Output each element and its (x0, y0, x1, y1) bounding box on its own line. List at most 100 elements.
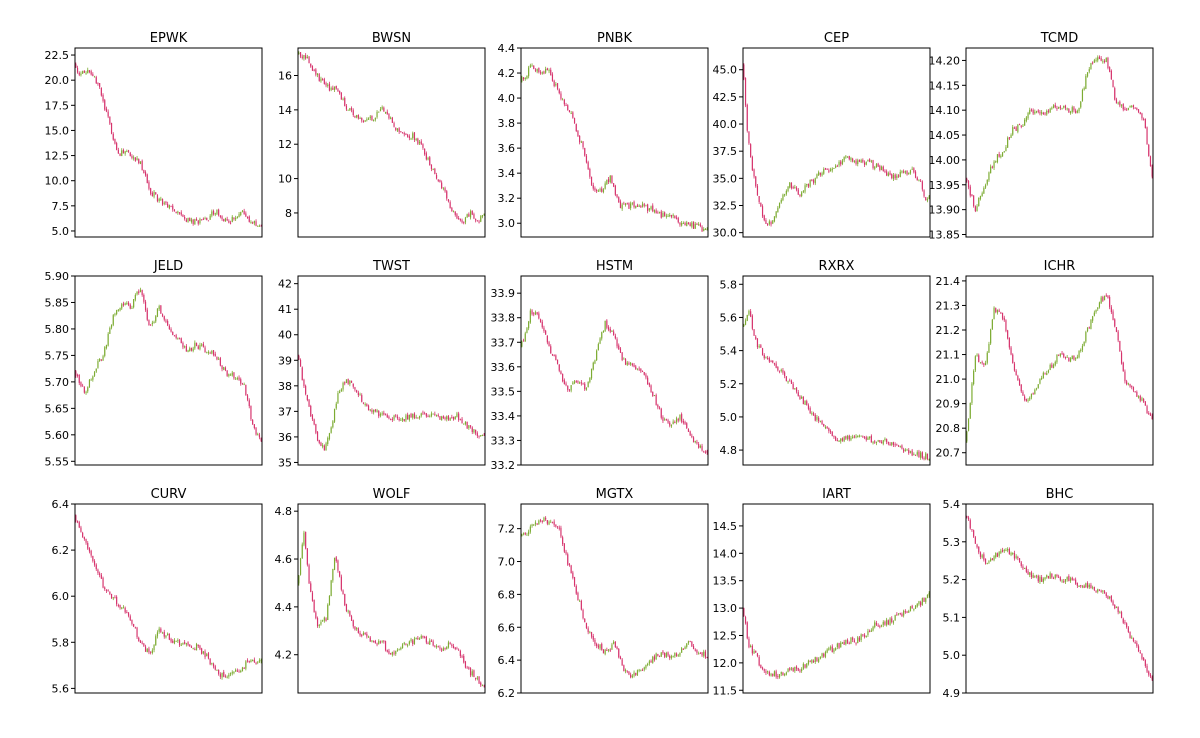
chart-title: WOLF (373, 487, 411, 502)
candle-body (879, 440, 881, 443)
candle-body (1103, 295, 1106, 301)
candle-body (609, 175, 611, 183)
candle-body (379, 414, 382, 416)
candle-body (141, 642, 143, 644)
candle-body (670, 656, 673, 658)
candle-body (551, 74, 554, 81)
candle-body (381, 107, 383, 109)
y-tick-label: 21.4 (936, 275, 961, 288)
candle-body (594, 639, 596, 645)
y-tick-label: 42 (278, 278, 292, 291)
candle-body (480, 435, 482, 437)
candle-body (231, 672, 233, 674)
candle-body (1037, 384, 1039, 389)
candle-body (1027, 399, 1029, 401)
candle-body (180, 644, 182, 646)
candle-body (192, 219, 194, 224)
candle-body (1075, 110, 1077, 114)
candle-body (836, 643, 838, 648)
candle-body (790, 380, 793, 384)
y-tick-label: 38 (278, 380, 292, 393)
candle-body (1008, 137, 1010, 139)
candle-body (562, 373, 564, 382)
candle-body (223, 219, 225, 222)
candle-body (1132, 387, 1135, 391)
y-tick-label: 33.4 (491, 410, 516, 423)
candle-body (327, 438, 329, 445)
candle-body (381, 413, 383, 415)
candle-body (679, 652, 681, 656)
candle-body (151, 192, 153, 197)
candle-body (795, 666, 798, 669)
candle-body (1015, 556, 1017, 558)
candle-body (806, 401, 808, 406)
candle-body (246, 216, 249, 218)
candle-body (352, 383, 354, 387)
candle-body (829, 647, 832, 649)
y-tick-label: 40.0 (713, 118, 738, 131)
candle-body (313, 69, 315, 71)
candle-body (1097, 57, 1099, 61)
candle-body (993, 556, 995, 561)
candle-body (88, 379, 91, 388)
y-tick-label: 3.8 (498, 117, 516, 130)
candle-body (1047, 370, 1050, 373)
candle-body (801, 668, 803, 672)
candle-body (767, 224, 769, 226)
candle-body (177, 640, 179, 642)
candle-body (1052, 364, 1055, 368)
candle-body (760, 202, 762, 207)
candle-body (250, 405, 252, 420)
candle-body (916, 603, 918, 607)
candle-body (772, 220, 774, 224)
candle-body (640, 669, 642, 671)
candle-body (1119, 101, 1121, 106)
candle-body (792, 383, 794, 390)
candle-body (587, 381, 589, 388)
candle-body (374, 409, 376, 412)
candle-body (988, 343, 990, 353)
candle-body (599, 338, 601, 344)
candle-body (95, 368, 97, 372)
candle-body (332, 569, 334, 581)
candle-body (763, 355, 765, 359)
candle-body (641, 669, 644, 671)
candle-body (777, 676, 779, 678)
candle-body (464, 661, 467, 668)
candle-body (481, 685, 484, 687)
candle-body (153, 645, 155, 651)
candle-body (606, 320, 608, 328)
candle-body (1010, 553, 1012, 555)
candle-body (1090, 319, 1092, 329)
candle-body (865, 635, 867, 638)
candle-body (596, 190, 598, 192)
candle-body (104, 100, 106, 110)
candle-body (548, 521, 550, 525)
y-tick-label: 20.7 (936, 447, 961, 460)
candle-body (366, 404, 368, 407)
candle-body (840, 642, 842, 648)
candle-body (928, 592, 930, 596)
candle-body (204, 218, 206, 220)
candle-body (384, 112, 387, 114)
candle-body (596, 350, 598, 361)
candle-body (1044, 113, 1046, 115)
candles (75, 514, 262, 680)
candle-body (560, 371, 562, 375)
candle-body (1003, 317, 1005, 321)
candle-body (983, 554, 985, 560)
candle-body (836, 165, 838, 167)
candle-body (246, 395, 249, 400)
candle-body (843, 437, 845, 442)
candle-body (563, 99, 565, 105)
candle-body (80, 73, 82, 76)
candle-body (589, 377, 591, 383)
candle-body (650, 206, 652, 210)
candle-body (833, 649, 835, 652)
candle-body (1046, 373, 1048, 375)
candle-body (831, 168, 833, 171)
candle-body (923, 190, 925, 197)
candle-body (163, 631, 165, 637)
candle-body (165, 635, 167, 638)
